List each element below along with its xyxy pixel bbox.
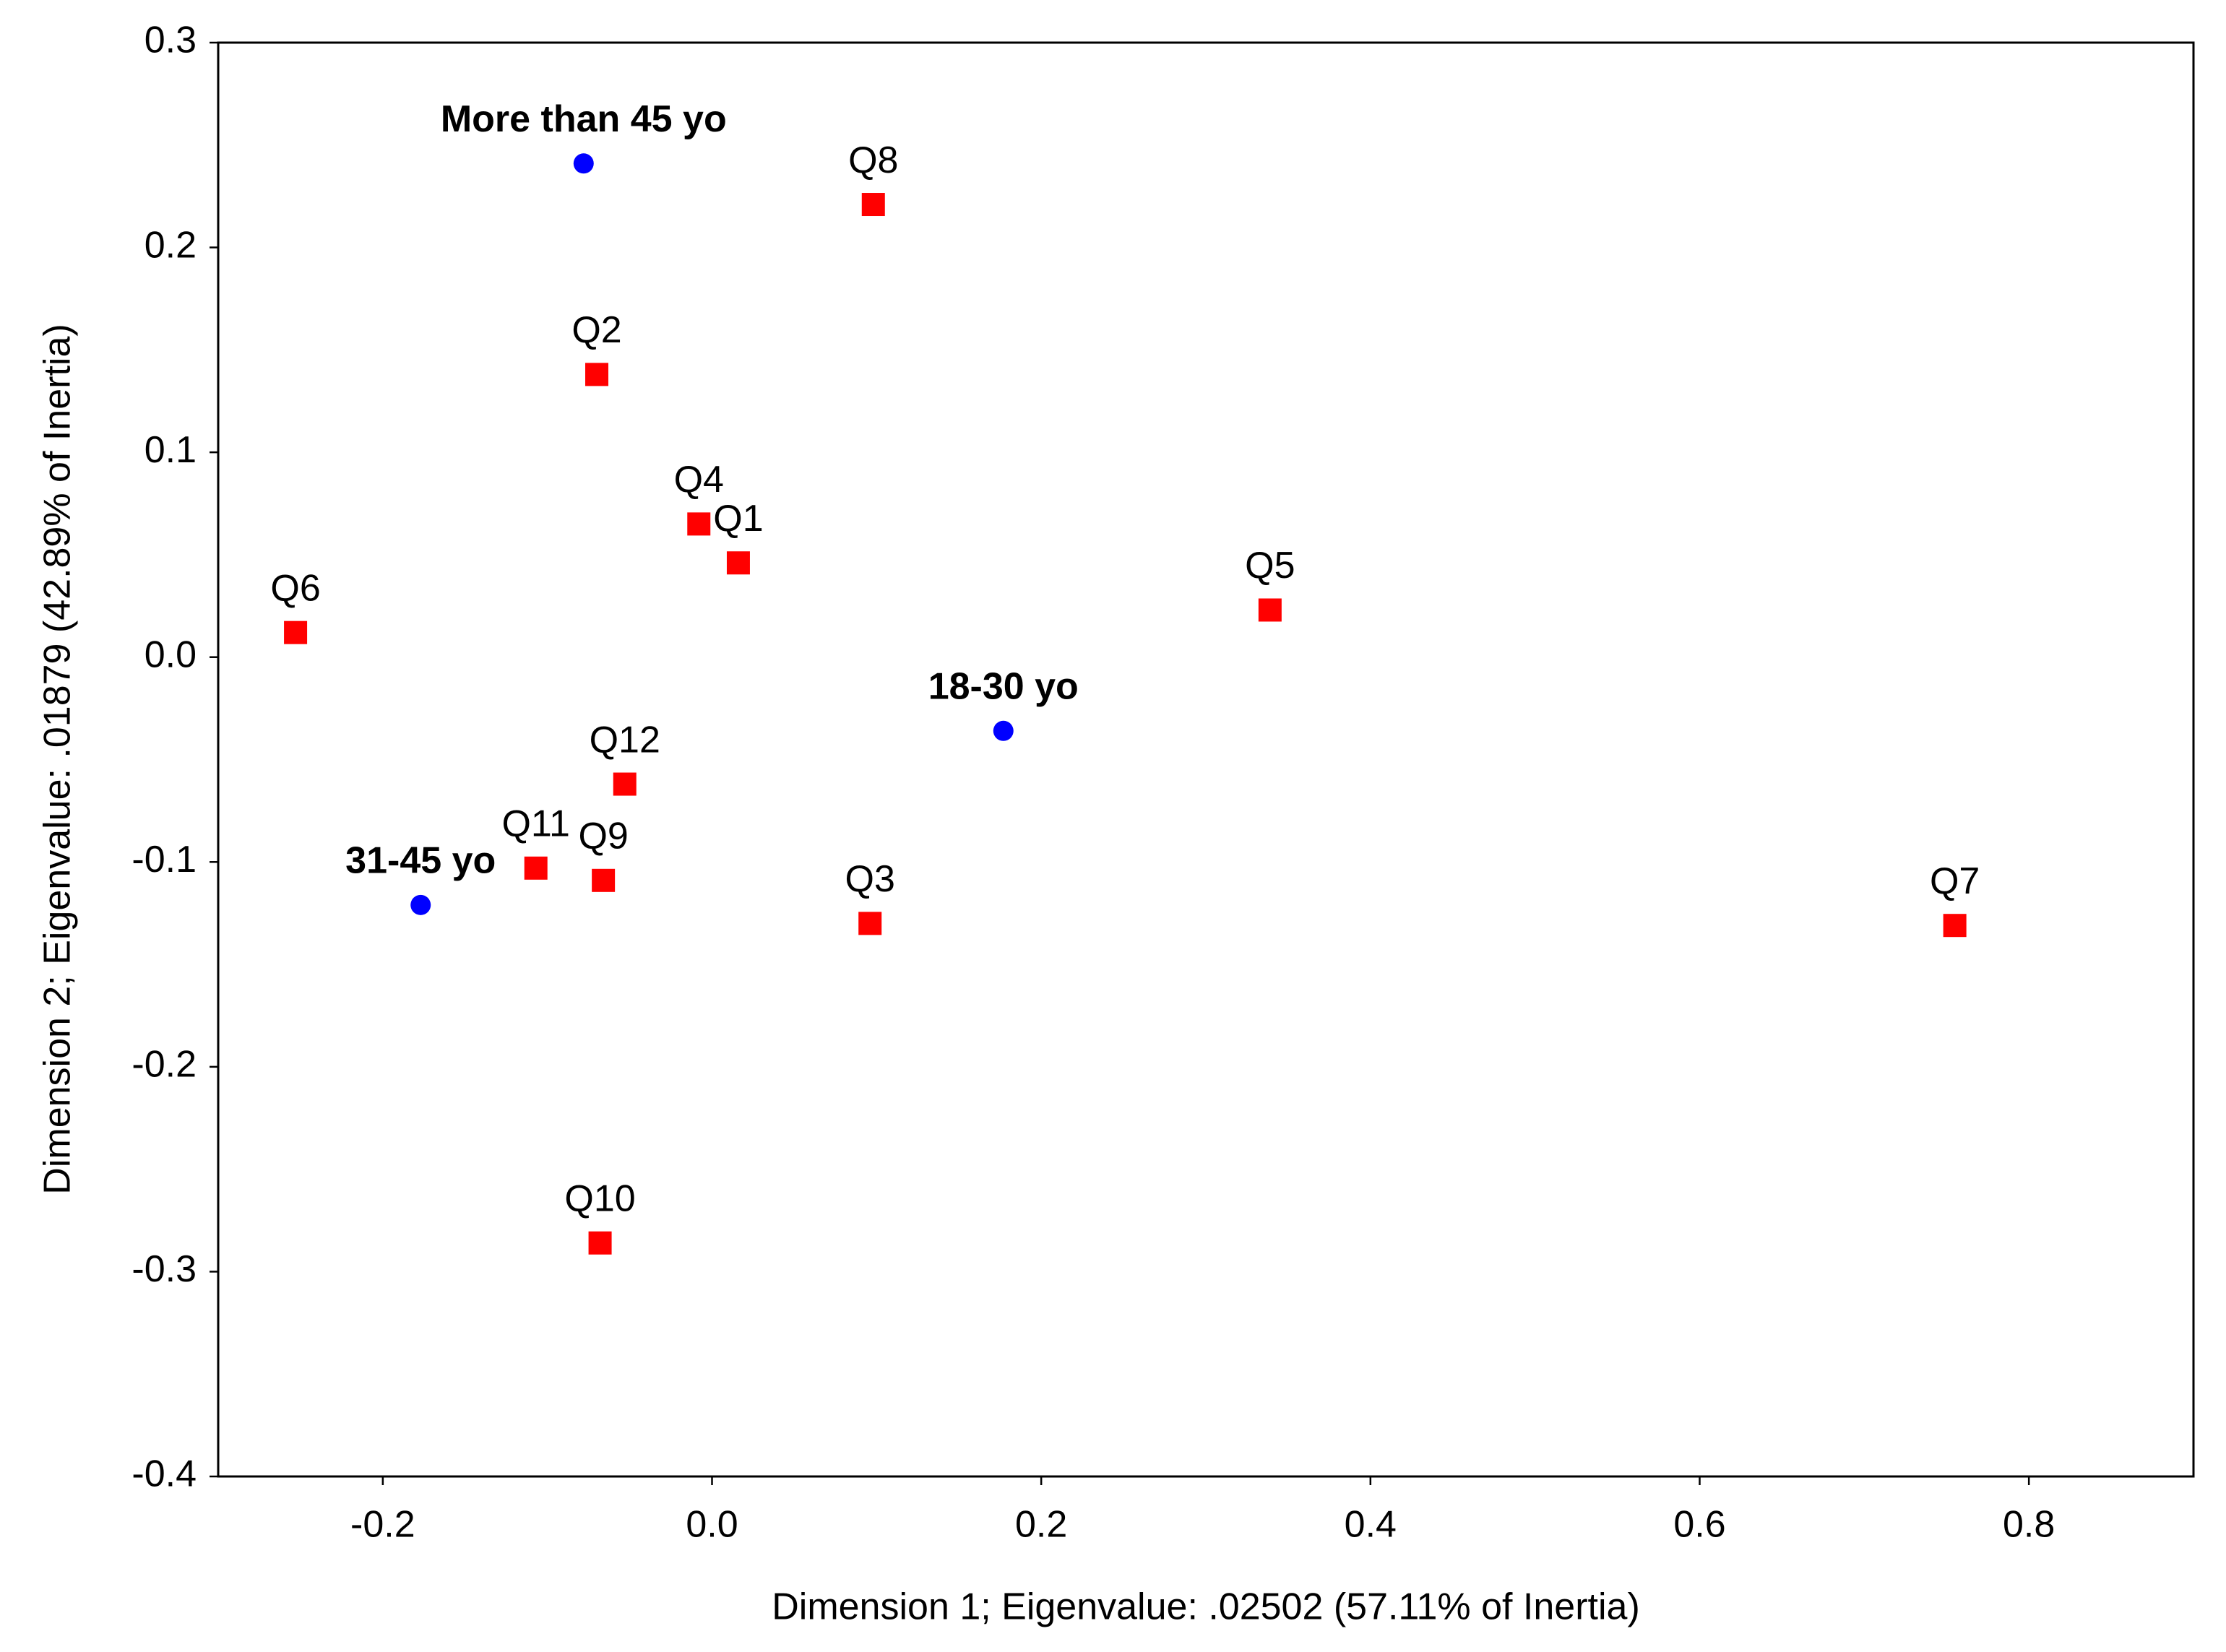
point	[687, 512, 711, 536]
point-label: 31-45 yo	[345, 840, 496, 882]
y-axis-title: Dimension 2; Eigenvalue: .01879 (42.89% …	[37, 324, 79, 1194]
y-tick-label: 0.2	[144, 224, 197, 266]
point	[858, 912, 882, 935]
point-label: Q3	[845, 858, 895, 900]
point-label: Q4	[674, 459, 724, 501]
point	[284, 620, 308, 644]
x-tick-label: 0.4	[1345, 1504, 1397, 1546]
point-label: Q2	[571, 309, 621, 351]
point-label: Q11	[501, 803, 569, 845]
x-tick-label: 0.0	[686, 1504, 738, 1546]
x-tick-label: 0.6	[1673, 1504, 1725, 1546]
point-label: Q10	[564, 1177, 635, 1219]
x-tick-label: 0.2	[1015, 1504, 1067, 1546]
x-tick-label: 0.8	[2003, 1504, 2055, 1546]
point-label: 18-30 yo	[928, 666, 1079, 708]
point-label: Q12	[590, 719, 660, 761]
point-label: Q5	[1245, 545, 1295, 587]
y-tick-label: -0.4	[131, 1453, 197, 1495]
point-label: Q1	[713, 498, 763, 540]
point-label: More than 45 yo	[441, 98, 727, 140]
point	[993, 720, 1014, 741]
y-tick-label: -0.2	[131, 1044, 197, 1086]
point-label: Q8	[848, 139, 898, 181]
point	[585, 363, 609, 386]
point	[410, 894, 431, 915]
y-tick-label: 0.3	[144, 20, 197, 61]
x-tick-label: -0.2	[350, 1504, 415, 1546]
point	[588, 1231, 612, 1255]
point	[726, 551, 750, 575]
point	[524, 856, 548, 880]
y-tick-label: 0.1	[144, 429, 197, 471]
point	[573, 153, 594, 174]
y-tick-label: 0.0	[144, 633, 197, 675]
point-label: Q7	[1930, 860, 1980, 902]
point-label: Q6	[270, 567, 320, 609]
y-tick-label: -0.3	[131, 1248, 197, 1290]
point	[592, 868, 616, 892]
point	[1943, 914, 1967, 938]
y-tick-label: -0.1	[131, 839, 197, 881]
point-label: Q9	[578, 816, 628, 857]
plot-frame	[217, 41, 2195, 1478]
point	[1258, 598, 1282, 622]
x-axis-title: Dimension 1; Eigenvalue: .02502 (57.11% …	[772, 1586, 1640, 1628]
point	[613, 772, 637, 796]
point	[861, 193, 885, 217]
